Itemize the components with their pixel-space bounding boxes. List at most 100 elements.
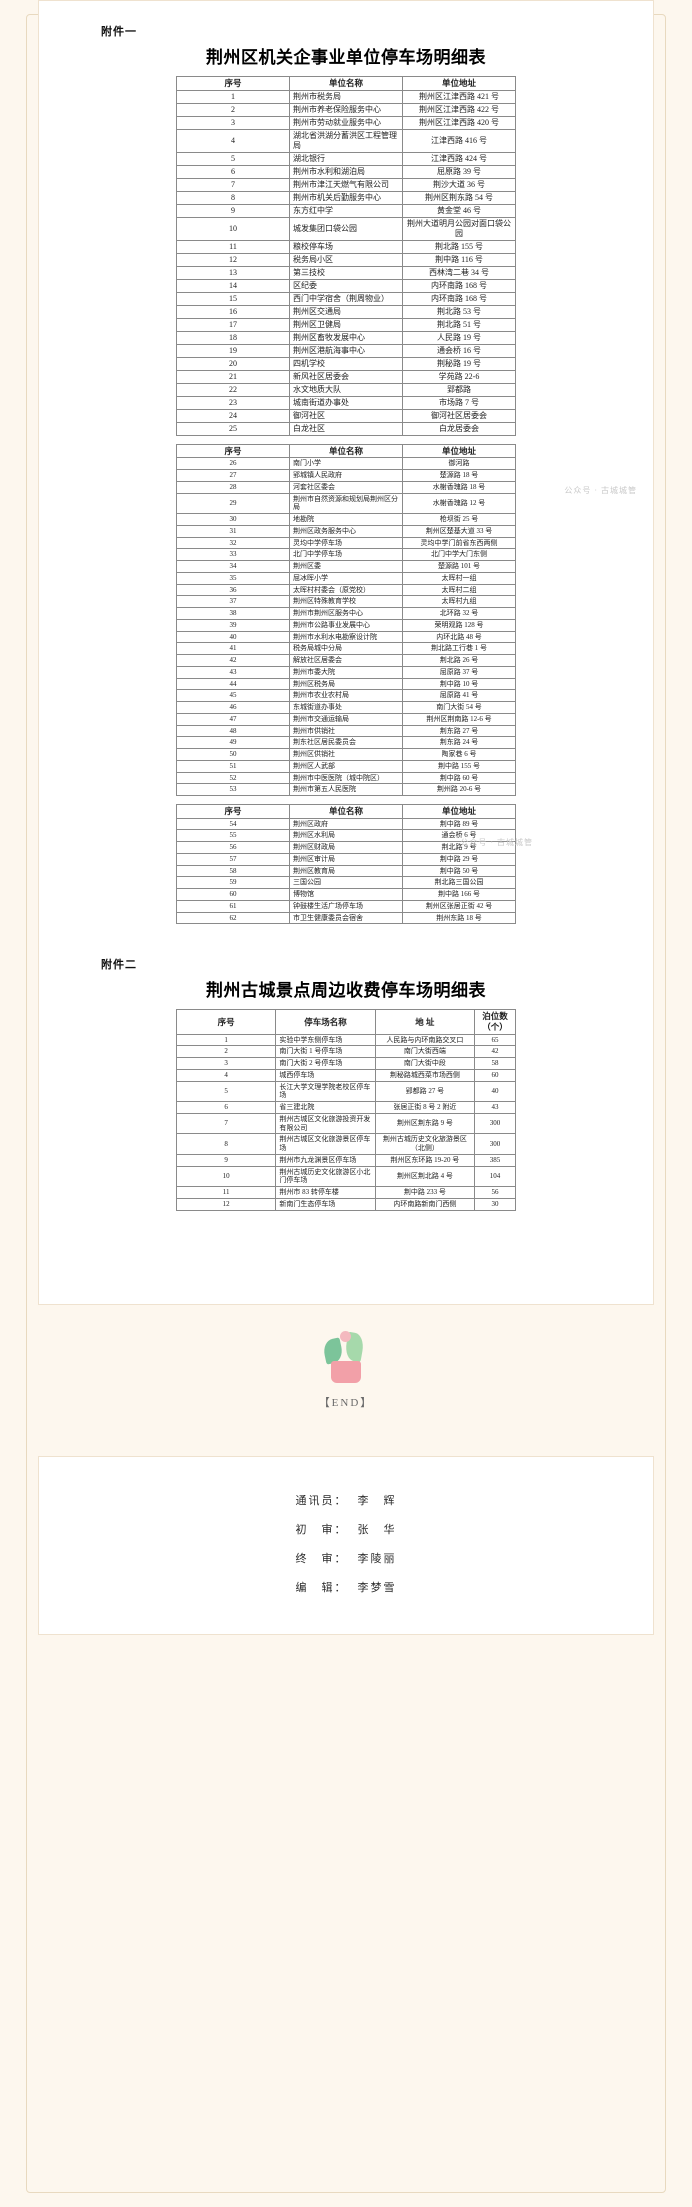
- table-row: 4 湖北省洪湖分蓄洪区工程管理局 江津西路 416 号: [176, 128, 516, 153]
- table-row: 52 荆州市中医医院（城中院区） 荆中路 60 号: [176, 771, 516, 785]
- table-header-row: 序号 单位名称 单位地址: [176, 443, 516, 459]
- cell-address: 荆中路 60 号: [402, 771, 516, 785]
- table-row: 29 荆州市自然资源和规划局荆州区分局 水榭香瑰路 12 号: [176, 492, 516, 514]
- table-row: 1 荆州市税务局 荆州区江津西路 421 号: [176, 89, 516, 104]
- cell-no: 6: [176, 164, 290, 179]
- cell-address: 人民路 19 号: [402, 330, 516, 345]
- cell-no: 60: [176, 888, 290, 901]
- cell-address: 荆州区江津西路 420 号: [402, 115, 516, 130]
- cell-unit-name: 荆州市养老保险服务中心: [289, 102, 403, 117]
- cell-unit-name: 荆州市公路事业发展中心: [289, 618, 403, 632]
- cell-space-count: 43: [474, 1101, 516, 1114]
- cell-unit-name: 西门中学宿舍（荆周物业）: [289, 291, 403, 306]
- col-header-address: 单位地址: [402, 443, 516, 459]
- table-row: 13 第三技校 西林湾二巷 34 号: [176, 265, 516, 280]
- cell-address: 北门中学大门东侧: [402, 548, 516, 561]
- table-row: 4 城西停车场 荆秘路城西菜市场西侧 60: [175, 1068, 516, 1082]
- credit-value: 李 辉: [357, 1495, 397, 1507]
- cell-no: 38: [176, 607, 290, 620]
- cell-address: 水榭香瑰路 18 号: [402, 480, 516, 494]
- table-row: 56 荆州区财政局 荆北路 9 号: [176, 841, 516, 854]
- credit-label: 通讯员：: [295, 1495, 348, 1507]
- cell-no: 18: [176, 330, 290, 345]
- cell-no: 28: [176, 480, 290, 494]
- parking-table-block-3: 序号 单位名称 单位地址 54 荆州区政府 荆中路 89 号 55 荆州区水利局 通会桥 …: [176, 804, 516, 925]
- cell-no: 26: [176, 457, 290, 470]
- cell-unit-name: 荆州市荆州区服务中心: [289, 607, 403, 620]
- cell-no: 6: [175, 1101, 277, 1114]
- cell-no: 3: [176, 115, 290, 130]
- table-header-row: 序号 停车场名称 地 址 泊位数（个）: [175, 1009, 516, 1035]
- cell-address: 陶家巷 6 号: [402, 748, 516, 761]
- table-row: 41 税务局城中分局 荆北路工行巷 1 号: [176, 642, 516, 655]
- cell-address: 江津西路 424 号: [402, 151, 516, 166]
- cell-address: 内环南路 168 号: [402, 291, 516, 306]
- cell-address: 荆东路 24 号: [402, 736, 516, 749]
- table-row: 58 荆州区教育局 荆中路 50 号: [176, 864, 516, 878]
- cell-address: 荆州大道明月公园对面口袋公园: [402, 216, 516, 241]
- table-row: 49 荆东社区居民委员会 荆东路 24 号: [176, 736, 516, 749]
- col-header-address: 单位地址: [402, 804, 516, 819]
- table-row: 59 三国公园 荆北路三国公园: [176, 876, 516, 890]
- cell-no: 17: [176, 317, 290, 332]
- table-row: 1 实验中学东侧停车场 人民路与内环南路交叉口 65: [175, 1033, 516, 1047]
- cell-no: 12: [176, 252, 290, 267]
- cell-space-count: 300: [474, 1112, 516, 1135]
- cell-no: 11: [176, 239, 290, 254]
- cell-address: 荆北路 155 号: [402, 239, 516, 254]
- table-row: 2 南门大街 1 号停车场 南门大街西端 42: [175, 1045, 516, 1059]
- table-row: 34 荆州区委 楚源路 101 号: [176, 560, 516, 573]
- table-row: 12 税务局小区 荆中路 116 号: [176, 252, 516, 267]
- cell-unit-name: 荆州区审计局: [289, 852, 403, 866]
- cell-unit-name: 钟鼓楼生活广场停车场: [289, 899, 403, 913]
- table-row: 57 荆州区审计局 荆中路 29 号: [176, 852, 516, 866]
- cell-no: 4: [176, 128, 290, 153]
- cell-no: 56: [176, 841, 290, 854]
- cell-address: 人民路与内环南路交叉口: [374, 1033, 476, 1047]
- cell-address: 荆州区东环路 19-20 号: [374, 1153, 476, 1167]
- cell-unit-name: 粮校停车场: [289, 239, 403, 254]
- cell-unit-name: 荆州区财政局: [289, 841, 403, 854]
- credit-label: 初 审：: [295, 1524, 348, 1536]
- table-row: 7 荆州市津江天燃气有限公司 荆沙大道 36 号: [176, 177, 516, 192]
- credit-row: 通讯员： 李 辉: [39, 1492, 653, 1508]
- cell-address: 通会桥 16 号: [402, 343, 516, 358]
- table-row: 6 荆州市水利和湖泊局 屈原路 39 号: [176, 164, 516, 179]
- cell-unit-name: 城发集团口袋公园: [289, 216, 403, 241]
- table-row: 20 四机学校 荆秘路 19 号: [176, 356, 516, 371]
- cell-unit-name: 荆州区畜牧发展中心: [289, 330, 403, 345]
- table-row: 12 新南门生态停车场 内环南路新南门西侧 30: [175, 1197, 516, 1211]
- cell-unit-name: 荆州市中医医院（城中院区）: [289, 771, 403, 785]
- table-row: 37 荆州区特殊教育学校 太晖村九组: [176, 595, 516, 608]
- cell-no: 12: [175, 1197, 277, 1211]
- cell-no: 48: [176, 724, 290, 738]
- cell-space-count: 58: [474, 1057, 516, 1070]
- cell-address: 荆中路 155 号: [402, 759, 516, 773]
- cell-no: 51: [176, 759, 290, 773]
- cell-address: 荆中路 116 号: [402, 252, 516, 267]
- table-body-3: 54 荆州区政府 荆中路 89 号 55 荆州区水利局 通会桥 6 号 56 荆州区财政局 荆北…: [176, 817, 516, 925]
- cell-address: 张居正街 8 号 2 附近: [374, 1101, 476, 1114]
- table-row: 48 荆州市供销社 荆东路 27 号: [176, 724, 516, 738]
- cell-unit-name: 太晖村村委会（原党校）: [289, 583, 403, 597]
- cell-unit-name: 荆州区政务服务中心: [289, 524, 403, 538]
- cell-address: 荆东路 27 号: [402, 724, 516, 738]
- table-row: 60 博物馆 荆中路 166 号: [176, 888, 516, 901]
- cell-lot-name: 荆州古城区文化旅游投资开发有限公司: [275, 1112, 376, 1135]
- cell-no: 40: [176, 630, 290, 644]
- cell-no: 1: [175, 1033, 277, 1047]
- cell-address: 荆中路 89 号: [402, 817, 516, 831]
- cell-lot-name: 南门大街 1 号停车场: [275, 1045, 376, 1059]
- cell-space-count: 104: [474, 1165, 516, 1188]
- cell-no: 4: [175, 1068, 277, 1082]
- cell-no: 8: [176, 190, 290, 205]
- cell-address: 荆州区荆北路 4 号: [374, 1165, 476, 1188]
- table-row: 53 荆州市第五人民医院 荆州路 20-6 号: [176, 783, 516, 796]
- cell-no: 62: [176, 911, 290, 925]
- table-row: 50 荆州区供销社 陶家巷 6 号: [176, 748, 516, 761]
- cell-no: 20: [176, 356, 290, 371]
- table-row: 51 荆州区人武部 荆中路 155 号: [176, 759, 516, 773]
- cell-unit-name: 荆州区教育局: [289, 864, 403, 878]
- cell-unit-name: 河套社区委会: [289, 480, 403, 494]
- cell-address: 荆州东路 18 号: [402, 911, 516, 925]
